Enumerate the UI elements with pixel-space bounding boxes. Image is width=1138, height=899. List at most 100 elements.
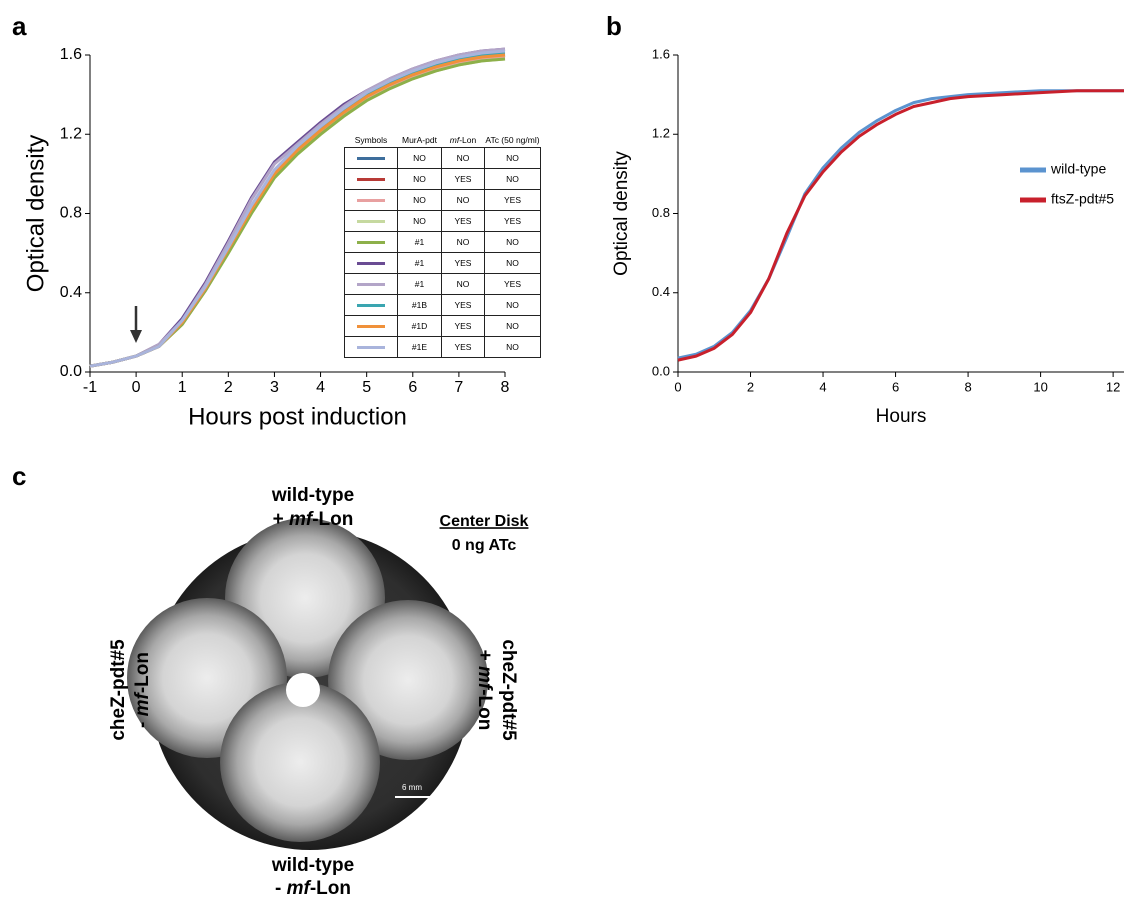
symbol-swatch	[356, 157, 385, 161]
symbol-swatch	[356, 304, 385, 308]
symbol-swatch	[356, 199, 385, 203]
table-row: #1B YES NO	[344, 294, 541, 316]
x-tick-label: 2	[224, 379, 233, 396]
table-cell: NO	[484, 147, 541, 169]
strain-label: + mf-Lon	[273, 509, 354, 530]
table-cell: YES	[440, 168, 486, 190]
y-tick-label: 0.0	[60, 363, 82, 380]
table-cell: #1B	[396, 294, 442, 316]
x-tick-label: 7	[454, 379, 463, 396]
label-part: -Lon	[132, 652, 153, 693]
label-part: +	[273, 509, 289, 530]
table-cell: YES	[440, 294, 486, 316]
label-part: -	[132, 716, 153, 728]
x-tick-label: 8	[501, 379, 510, 396]
y-tick-label: 0.0	[652, 363, 670, 378]
table-cell: #1	[396, 273, 442, 295]
table-cell: #1E	[396, 336, 442, 358]
symbol-swatch	[356, 325, 385, 329]
table-cell: #1	[396, 231, 442, 253]
series-line	[677, 89, 1124, 362]
x-axis-title: Hours post induction	[188, 403, 407, 430]
symbol-cell	[344, 315, 398, 337]
strain-label: - mf-Lon	[132, 652, 153, 728]
label-part: mf	[474, 666, 495, 691]
label-part: -Lon	[474, 689, 495, 730]
x-tick-label: 2	[747, 379, 754, 394]
table-cell: NO	[440, 189, 486, 211]
symbol-swatch	[356, 262, 385, 266]
label-part: -Lon	[312, 509, 353, 530]
condition-note: Center Disk	[440, 513, 529, 530]
colony	[220, 682, 380, 842]
strain-label: + mf-Lon	[474, 650, 495, 731]
x-tick-label: 0	[132, 379, 141, 396]
table-cell: YES	[440, 252, 486, 274]
table-cell: NO	[484, 252, 541, 274]
x-tick-label: 6	[408, 379, 417, 396]
legend-label: wild-type	[1050, 161, 1106, 177]
header-part: mf	[449, 135, 460, 145]
table-cell: NO	[440, 147, 486, 169]
symbol-cell	[344, 294, 398, 316]
label-part: -	[275, 878, 287, 899]
y-tick-label: 0.8	[652, 205, 670, 220]
y-tick-label: 0.8	[60, 205, 82, 222]
center-disk	[286, 673, 320, 707]
symbol-swatch	[356, 283, 385, 287]
table-cell: NO	[484, 168, 541, 190]
symbol-cell	[344, 252, 398, 274]
y-axis-title: Optical density	[22, 135, 49, 292]
plate-image: 6 mm	[127, 518, 488, 850]
label-part: mf	[289, 509, 314, 530]
table-cell: YES	[484, 189, 541, 211]
symbol-cell	[344, 147, 398, 169]
y-tick-label: 0.4	[652, 284, 670, 299]
table-cell: YES	[484, 273, 541, 295]
table-row: NO YES YES	[344, 210, 541, 232]
x-tick-label: 6	[892, 379, 899, 394]
y-tick-label: 1.6	[60, 46, 82, 63]
arrow-head	[130, 330, 142, 343]
table-cell: NO	[396, 168, 442, 190]
label-part: mf	[132, 691, 153, 716]
y-tick-label: 1.6	[652, 46, 670, 61]
strain-label: wild-type	[271, 855, 354, 876]
table-cell: #1	[396, 252, 442, 274]
y-axis-title: Optical density	[611, 151, 632, 276]
table-cell: NO	[484, 294, 541, 316]
x-tick-label: 4	[316, 379, 325, 396]
table-header: mf-Lon	[441, 122, 484, 148]
table-row: NO NO YES	[344, 189, 541, 211]
symbol-cell	[344, 189, 398, 211]
table-cell: YES	[484, 210, 541, 232]
label-part: mf	[287, 878, 312, 899]
header-part: -Lon	[459, 135, 477, 145]
symbol-cell	[344, 210, 398, 232]
table-cell: NO	[396, 189, 442, 211]
x-tick-label: 10	[1033, 379, 1047, 394]
table-row: #1D YES NO	[344, 315, 541, 337]
strain-label: cheZ-pdt#5	[498, 639, 519, 741]
y-tick-label: 0.4	[60, 284, 82, 301]
table-cell: YES	[440, 315, 486, 337]
table-header: Symbols	[354, 135, 388, 145]
panel-letter: c	[12, 461, 26, 491]
label-part: +	[474, 650, 495, 666]
x-tick-label: 3	[270, 379, 279, 396]
panel-letter: a	[12, 11, 27, 41]
table-row: #1 NO YES	[344, 273, 541, 295]
table-row: #1E YES NO	[344, 336, 541, 358]
x-tick-label: 1	[178, 379, 187, 396]
strain-label: wild-type	[271, 485, 354, 506]
legend-table: Symbols MurA-pdt mf-Lon ATc (50 ng/ml) N…	[344, 122, 541, 358]
legend-label: ftsZ-pdt#5	[1051, 191, 1114, 207]
table-cell: NO	[484, 336, 541, 358]
x-tick-label: 8	[964, 379, 971, 394]
strain-label: - mf-Lon	[275, 878, 351, 899]
table-cell: YES	[440, 336, 486, 358]
table-header: ATc (50 ng/ml)	[485, 135, 540, 145]
x-tick-label: 0	[674, 379, 681, 394]
x-tick-label: 5	[362, 379, 371, 396]
